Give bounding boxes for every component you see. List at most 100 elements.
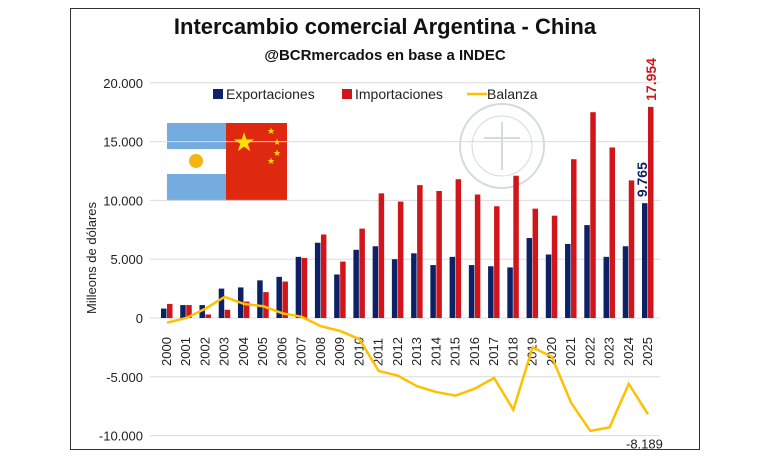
importaciones-bar xyxy=(301,258,308,318)
x-tick-label: 2022 xyxy=(582,337,597,366)
exportaciones-bar xyxy=(257,280,263,318)
svg-text:★: ★ xyxy=(273,148,281,158)
exportaciones-bar xyxy=(353,249,359,318)
x-tick-label: 2009 xyxy=(332,337,347,366)
x-tick-label: 2012 xyxy=(390,337,405,366)
x-tick-label: 2013 xyxy=(409,337,424,366)
importaciones-bar xyxy=(436,190,442,318)
legend-importaciones-swatch xyxy=(342,89,352,99)
importaciones-bar xyxy=(320,234,327,318)
exportaciones-bar xyxy=(372,246,379,318)
legend-balanza: Balanza xyxy=(487,86,538,102)
exportaciones-bar xyxy=(276,276,282,318)
exportaciones-bar xyxy=(603,256,610,318)
y-tick-label: 5.000 xyxy=(110,252,143,267)
y-tick-label: 15.000 xyxy=(103,135,143,150)
exportaciones-bar xyxy=(622,246,629,318)
importaciones-bar xyxy=(359,228,365,318)
exportaciones-bar xyxy=(526,238,533,318)
exportaciones-bar xyxy=(295,256,302,318)
x-tick-label: 2025 xyxy=(640,337,655,366)
x-tick-label: 2021 xyxy=(563,337,578,366)
svg-text:★: ★ xyxy=(267,126,275,136)
importaciones-bar xyxy=(340,261,346,318)
x-tick-label: 2008 xyxy=(313,337,328,366)
exportaciones-bar xyxy=(584,225,590,318)
importaciones-bar xyxy=(474,194,481,318)
china-flag: ★ ★ ★ ★ ★ xyxy=(226,123,287,201)
balanza-line xyxy=(166,295,650,433)
legend-exportaciones-swatch xyxy=(213,89,223,99)
importaciones-bar xyxy=(186,305,192,318)
importaciones-bar xyxy=(397,201,404,318)
importaciones-bar xyxy=(609,147,616,318)
y-tick-label: -10.000 xyxy=(99,429,143,444)
x-tick-label: 2010 xyxy=(351,337,366,366)
exportaciones-bar xyxy=(391,259,398,318)
argentina-flag xyxy=(167,123,226,201)
x-tick-label: 2004 xyxy=(236,337,251,366)
x-tick-label: 2015 xyxy=(448,337,463,366)
watermark-seal xyxy=(459,103,545,189)
importaciones-bar xyxy=(648,106,654,318)
importaciones-bar xyxy=(551,215,558,318)
x-tick-label: 2000 xyxy=(159,337,174,366)
importaciones-bar xyxy=(628,180,635,318)
importaciones-bar xyxy=(378,193,385,318)
importaciones-bar xyxy=(590,112,596,318)
importaciones-bar xyxy=(513,175,519,318)
y-tick-label: 10.000 xyxy=(103,193,143,208)
legend-exportaciones: Exportaciones xyxy=(226,86,315,102)
x-tick-label: 2011 xyxy=(371,338,386,366)
importaciones-bar xyxy=(417,185,423,318)
x-tick-label: 2014 xyxy=(428,337,443,366)
importaciones-bar xyxy=(205,314,211,318)
exportaciones-bar xyxy=(642,203,648,318)
y-tick-label: 20.000 xyxy=(103,76,143,91)
exportaciones-bar xyxy=(430,265,436,318)
y-axis-label: Milleons de dólares xyxy=(84,202,99,315)
x-tick-label: 2006 xyxy=(274,337,289,366)
x-tick-label: 2001 xyxy=(178,337,193,366)
exportaciones-bar xyxy=(507,267,513,318)
chart-frame xyxy=(70,8,700,450)
balanza-data-label: -8.189 xyxy=(626,436,663,451)
x-tick-label: 2005 xyxy=(255,337,270,366)
x-tick-label: 2020 xyxy=(544,337,559,366)
x-tick-label: 2016 xyxy=(467,337,482,366)
x-tick-label: 2023 xyxy=(602,337,617,366)
exportaciones-bar xyxy=(314,242,321,318)
x-tick-label: 2007 xyxy=(294,337,309,366)
exportaciones-bar xyxy=(161,308,167,318)
y-tick-label: -5.000 xyxy=(106,370,143,385)
chart-title: Intercambio comercial Argentina - China xyxy=(173,14,597,39)
exportaciones-bar xyxy=(411,253,417,318)
importaciones-bar xyxy=(571,159,577,318)
exportaciones-bar xyxy=(334,274,340,318)
y-tick-label: 0 xyxy=(136,311,143,326)
importaciones-bar xyxy=(167,303,173,318)
x-tick-label: 2017 xyxy=(486,337,501,366)
importaciones-bar xyxy=(532,208,539,318)
exportaciones-bar xyxy=(449,256,456,318)
exportaciones-bar xyxy=(468,265,475,318)
exportaciones-bar xyxy=(180,305,186,318)
exportaciones-bar xyxy=(488,266,494,318)
chart-subtitle: @BCRmercados en base a INDEC xyxy=(264,47,506,64)
legend-importaciones: Importaciones xyxy=(355,86,443,102)
x-tick-label: 2018 xyxy=(505,337,520,366)
exportaciones-bar xyxy=(218,288,225,318)
exportaciones-bar xyxy=(565,243,571,318)
exportaciones-bar xyxy=(545,254,552,318)
x-tick-label: 2003 xyxy=(217,337,232,366)
importaciones-data-label: 17.954 xyxy=(643,58,659,101)
importaciones-bar xyxy=(224,309,231,318)
importaciones-bar xyxy=(282,281,288,318)
exportaciones-data-label: 9.765 xyxy=(634,162,650,197)
x-tick-label: 2024 xyxy=(621,337,636,366)
importaciones-bar xyxy=(263,292,269,318)
importaciones-bar xyxy=(494,206,500,318)
svg-text:★: ★ xyxy=(267,156,275,166)
x-tick-label: 2002 xyxy=(197,337,212,366)
